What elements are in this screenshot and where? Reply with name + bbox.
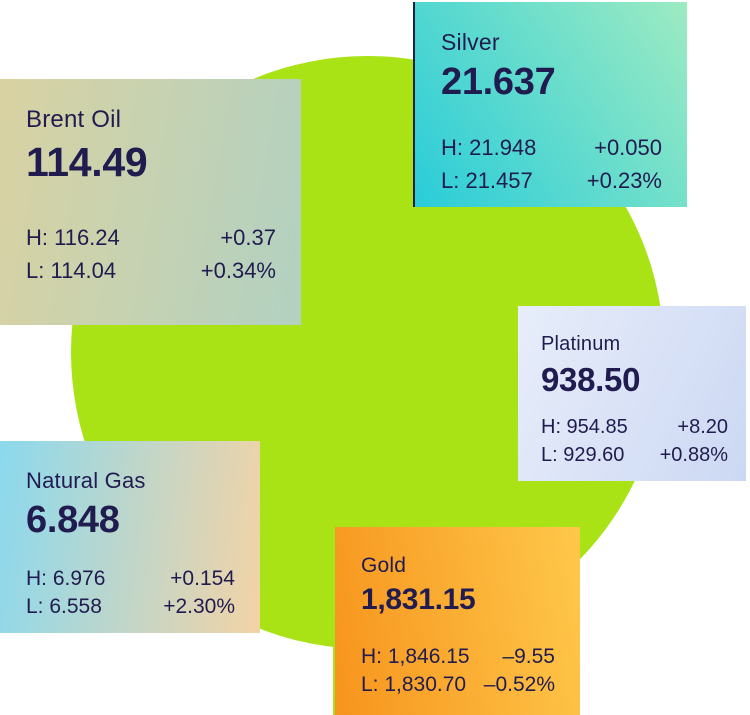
high-value: H: 116.24 [26,225,120,250]
low-value: L: 6.558 [26,595,102,618]
price-value: 6.848 [26,498,120,541]
low-value: L: 21.457 [441,168,533,193]
change-value: +0.154 [170,567,235,590]
change-value: +0.37 [220,225,276,250]
low-value: L: 114.04 [26,258,117,283]
commodity-card-natural-gas: Natural Gas 6.848 H: 6.976 +0.154 L: 6.5… [0,441,260,633]
low-row: L: 1,830.70 –0.52% [361,671,555,699]
low-row: L: 21.457 +0.23% [441,164,662,197]
high-row: H: 954.85 +8.20 [541,413,728,441]
price-value: 938.50 [541,361,641,398]
low-row: L: 114.04 +0.34% [26,254,276,287]
commodity-card-platinum: Platinum 938.50 H: 954.85 +8.20 L: 929.6… [518,306,746,481]
high-row: H: 6.976 +0.154 [26,565,235,593]
commodity-card-gold: Gold 1,831.15 H: 1,846.15 –9.55 L: 1,830… [333,527,580,715]
high-low-block: H: 116.24 +0.37 L: 114.04 +0.34% [26,221,276,287]
low-row: L: 6.558 +2.30% [26,593,235,621]
high-row: H: 1,846.15 –9.55 [361,643,555,671]
change-value: –9.55 [502,645,555,668]
low-value: L: 929.60 [541,444,625,466]
high-value: H: 954.85 [541,416,628,438]
high-value: H: 6.976 [26,567,106,590]
low-value: L: 1,830.70 [361,673,467,696]
high-low-block: H: 954.85 +8.20 L: 929.60 +0.88% [541,413,728,469]
high-value: H: 1,846.15 [361,645,470,668]
change-percent-value: +0.23% [586,168,662,193]
high-low-block: H: 21.948 +0.050 L: 21.457 +0.23% [441,131,662,197]
commodity-label: Gold [361,554,407,577]
low-row: L: 929.60 +0.88% [541,441,728,469]
change-value: +8.20 [677,416,728,438]
change-value: +0.050 [594,135,662,160]
high-low-block: H: 6.976 +0.154 L: 6.558 +2.30% [26,565,235,621]
commodity-label: Platinum [541,333,621,355]
commodity-card-brent-oil: Brent Oil 114.49 H: 116.24 +0.37 L: 114.… [0,79,301,325]
high-row: H: 21.948 +0.050 [441,131,662,164]
commodity-label: Brent Oil [26,106,122,133]
change-percent-value: +0.34% [200,258,276,283]
price-value: 114.49 [26,139,148,185]
commodity-card-silver: Silver 21.637 H: 21.948 +0.050 L: 21.457… [413,2,687,207]
high-low-block: H: 1,846.15 –9.55 L: 1,830.70 –0.52% [361,643,555,699]
change-percent-value: +2.30% [163,595,235,618]
change-percent-value: +0.88% [659,444,728,466]
high-value: H: 21.948 [441,135,537,160]
high-row: H: 116.24 +0.37 [26,221,276,254]
change-percent-value: –0.52% [483,673,555,696]
price-value: 21.637 [441,60,556,103]
commodity-label: Silver [441,29,500,55]
commodity-label: Natural Gas [26,468,146,493]
price-value: 1,831.15 [361,583,476,617]
